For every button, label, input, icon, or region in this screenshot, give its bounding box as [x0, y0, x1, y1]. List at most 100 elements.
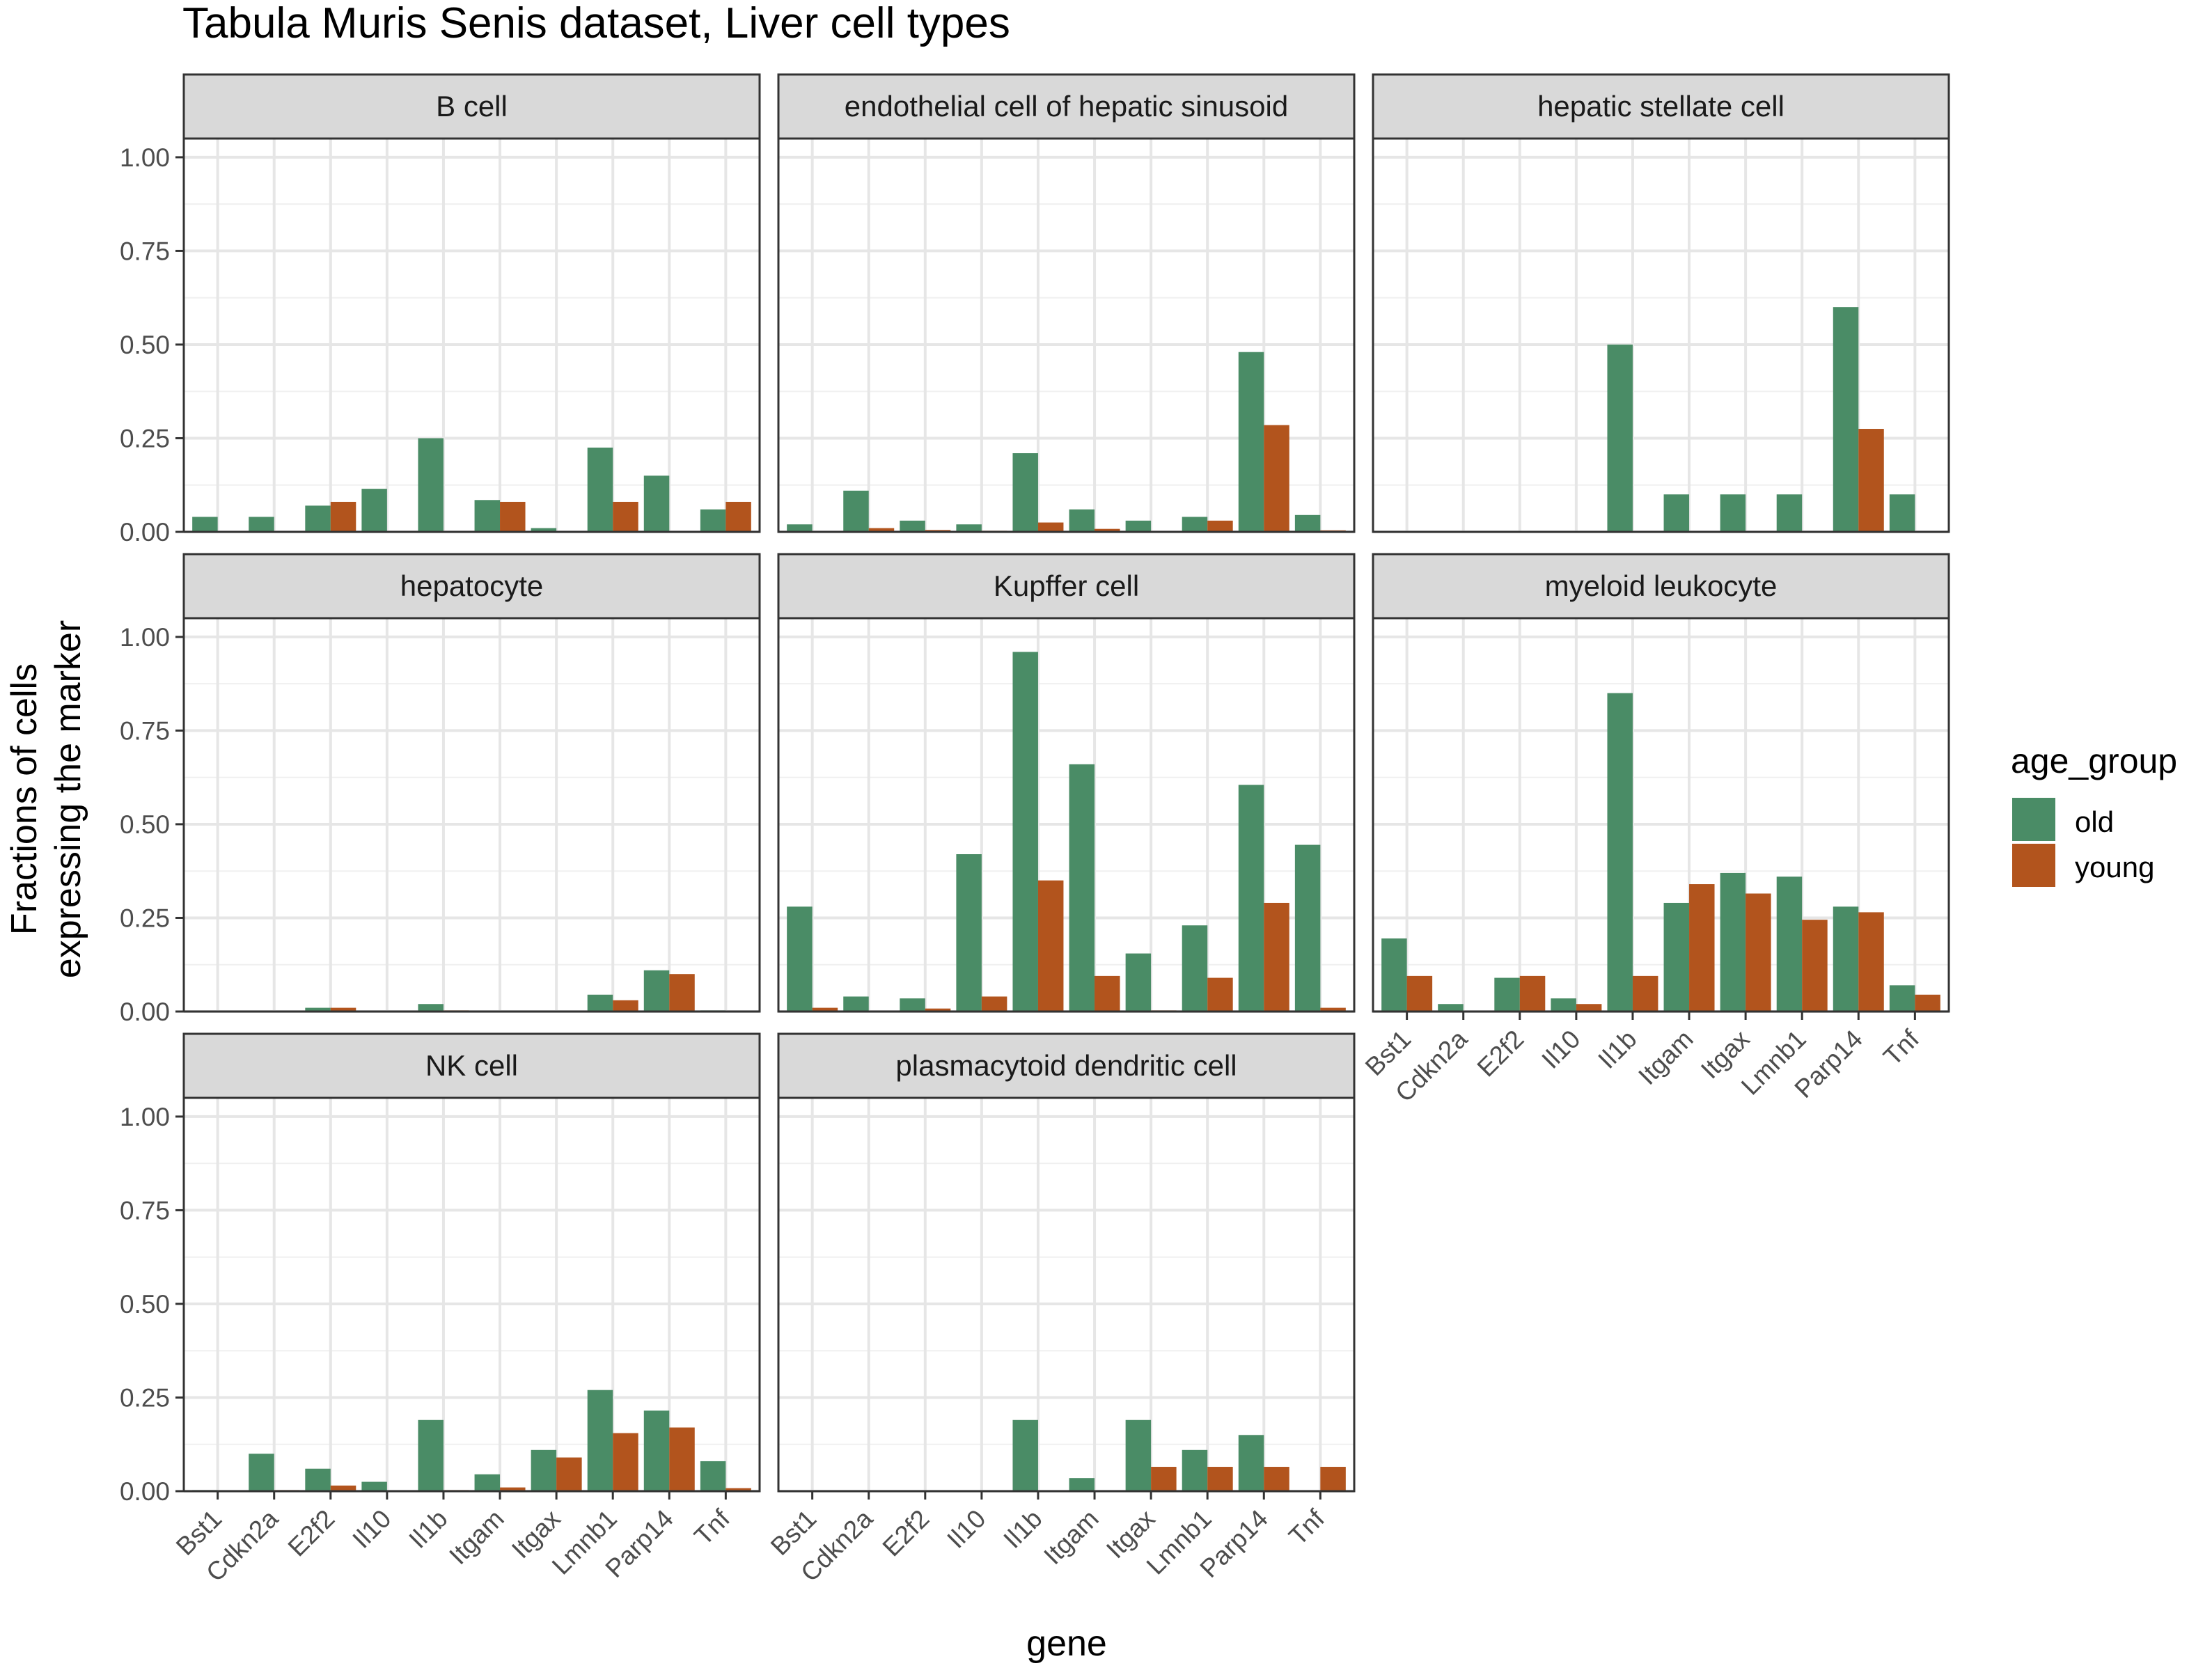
bar-old-parp14 — [643, 1410, 670, 1491]
bar-young-itgam — [1095, 975, 1120, 1012]
bar-old-parp14 — [643, 475, 670, 532]
chart-title: Tabula Muris Senis dataset, Liver cell t… — [182, 0, 1010, 47]
legend-title: age_group — [2011, 741, 2177, 780]
bar-old-tnf — [700, 509, 726, 532]
bar-old-itgam — [474, 1474, 501, 1491]
plot-background — [184, 139, 760, 532]
bar-old-tnf — [1294, 844, 1321, 1012]
bar-young-lmnb1 — [613, 1433, 638, 1491]
facet-panel-b-cell: B cell 0.00 0.25 0.50 0.75 1.00 — [120, 73, 761, 546]
y-tick-label: 0.50 — [120, 331, 170, 359]
bar-old-lmnb1 — [1776, 494, 1803, 532]
bar-old-il10 — [361, 1481, 387, 1491]
facet-strip-label: NK cell — [425, 1049, 518, 1082]
bar-young-cdkn2a — [868, 528, 895, 532]
bar-young-lmnb1 — [1207, 977, 1233, 1012]
bar-old-lmnb1 — [1182, 517, 1208, 532]
panel-border — [182, 1096, 761, 1493]
bar-old-bst1 — [787, 906, 813, 1012]
bar-old-il1b — [1012, 1419, 1038, 1491]
bar-old-cdkn2a — [249, 517, 274, 532]
facet-strip-label: plasmacytoid dendritic cell — [895, 1049, 1237, 1082]
y-tick-label: 0.50 — [120, 1290, 170, 1319]
y-tick-label: 0.25 — [120, 1383, 170, 1412]
y-axis-title-line-1: Fractions of cells — [4, 663, 45, 935]
bar-young-tnf — [1915, 994, 1940, 1012]
bar-old-itgam — [474, 500, 501, 532]
bar-young-tnf — [1320, 1007, 1346, 1012]
bar-young-parp14 — [669, 974, 695, 1012]
facet-panel-plasmacytoid-dendritic-cell: plasmacytoid dendritic cellBst1Cdkn2aE2f… — [765, 1032, 1356, 1587]
panel-border — [777, 137, 1356, 533]
bar-young-e2f2 — [330, 501, 356, 532]
bar-young-itgam — [1095, 528, 1120, 532]
bar-old-parp14 — [1238, 785, 1264, 1012]
bar-old-il10 — [956, 524, 982, 532]
bar-old-itgax — [1720, 872, 1746, 1012]
bar-old-il1b — [1607, 693, 1633, 1012]
bar-young-tnf — [725, 501, 751, 532]
facet-panel-hepatic-stellate-cell: hepatic stellate cell — [1372, 73, 1950, 533]
bar-young-parp14 — [1858, 912, 1884, 1012]
bar-young-parp14 — [1264, 1467, 1289, 1491]
plot-background — [778, 1098, 1354, 1491]
bar-young-il1b — [1037, 522, 1064, 532]
bar-young-e2f2 — [330, 1007, 356, 1012]
bar-old-cdkn2a — [249, 1454, 274, 1491]
bar-old-il1b — [418, 1419, 444, 1491]
facet-strip — [1372, 553, 1950, 620]
bar-old-lmnb1 — [587, 1390, 613, 1491]
bar-old-il1b — [1012, 453, 1038, 532]
bar-old-bst1 — [787, 524, 813, 532]
bar-old-itgam — [1663, 902, 1690, 1012]
bar-old-parp14 — [643, 970, 670, 1012]
bar-old-bst1 — [1381, 938, 1407, 1012]
y-tick-label: 0.25 — [120, 424, 170, 453]
bar-old-e2f2 — [900, 520, 925, 532]
bar-young-e2f2 — [1519, 975, 1546, 1012]
bar-old-itgam — [1069, 764, 1095, 1012]
bar-young-bst1 — [812, 1007, 838, 1012]
bar-young-tnf — [1320, 1467, 1346, 1491]
y-tick-label: 0.00 — [120, 518, 170, 546]
facet-strip — [182, 73, 761, 140]
bar-old-itgam — [1663, 494, 1690, 532]
bar-old-lmnb1 — [587, 447, 613, 532]
bar-young-il1b — [1632, 975, 1658, 1012]
bar-young-e2f2 — [925, 1008, 951, 1012]
facet-panel-kupffer-cell: Kupffer cell — [777, 553, 1356, 1013]
bar-young-lmnb1 — [613, 501, 638, 532]
facet-strip-label: Kupffer cell — [994, 569, 1139, 602]
facet-panel-endothelial-cell-of-hepatic-sinusoid: endothelial cell of hepatic sinusoid — [777, 73, 1356, 533]
legend-swatch-young — [2012, 844, 2055, 887]
bar-young-lmnb1 — [1207, 520, 1233, 532]
bar-old-cdkn2a — [843, 490, 869, 532]
y-tick-label: 1.00 — [120, 623, 170, 652]
bar-old-tnf — [1294, 514, 1321, 532]
bar-old-il10 — [956, 854, 982, 1012]
facet-strip-label: hepatic stellate cell — [1537, 90, 1784, 123]
bar-old-il1b — [1012, 652, 1038, 1012]
bar-young-bst1 — [1406, 975, 1433, 1012]
y-tick-label: 0.00 — [120, 998, 170, 1026]
bar-old-e2f2 — [305, 1007, 331, 1012]
legend-label-young: young — [2075, 851, 2154, 883]
facet-strip-label: B cell — [436, 90, 508, 123]
facet-strip — [1372, 73, 1950, 140]
bar-young-itgam — [500, 1487, 526, 1491]
bar-old-cdkn2a — [1438, 1004, 1464, 1012]
bar-old-e2f2 — [305, 1468, 331, 1491]
bar-old-parp14 — [1238, 352, 1264, 532]
bar-young-itgax — [556, 1457, 582, 1491]
facet-strip-label: endothelial cell of hepatic sinusoid — [845, 90, 1288, 123]
bar-old-e2f2 — [900, 998, 925, 1012]
bar-old-lmnb1 — [587, 994, 613, 1012]
panel-border — [1372, 617, 1950, 1013]
y-tick-label: 0.75 — [120, 1196, 170, 1225]
bar-young-lmnb1 — [1802, 920, 1828, 1012]
legend-label-old: old — [2075, 805, 2114, 838]
bar-old-tnf — [1889, 494, 1915, 532]
bar-young-il10 — [1576, 1004, 1602, 1012]
bar-young-parp14 — [669, 1427, 695, 1491]
bar-young-lmnb1 — [613, 1000, 638, 1012]
